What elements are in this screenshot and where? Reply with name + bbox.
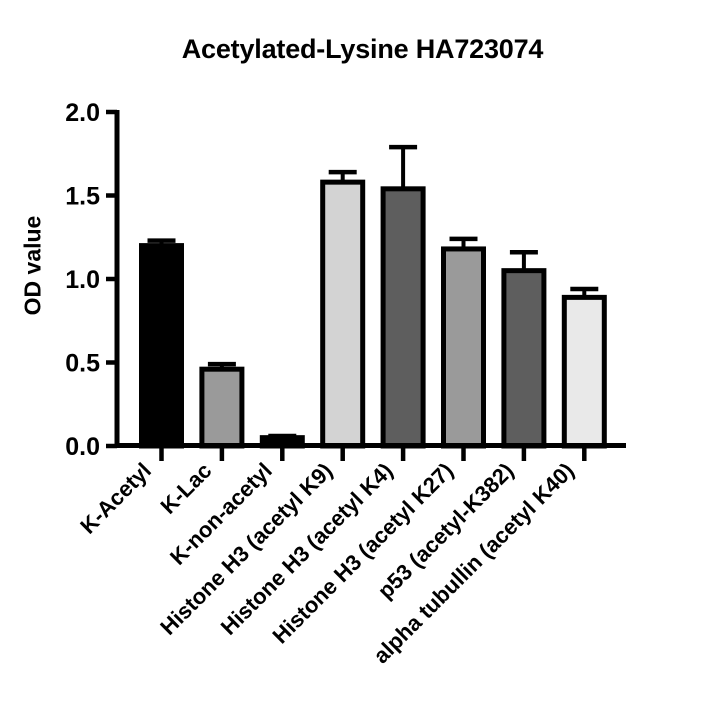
- y-axis-tick-label: 2.0: [65, 99, 100, 127]
- x-axis-tick-group: [159, 448, 587, 461]
- y-axis-tick-group: 0.0 0.5 1.0 1.5 2.0: [65, 99, 117, 461]
- bar: [561, 294, 607, 449]
- y-axis-tick-label: 1.5: [65, 183, 100, 211]
- bar: [380, 186, 426, 449]
- y-axis-tick-label: 1.0: [65, 266, 100, 294]
- bar: [199, 366, 245, 449]
- bar: [320, 179, 366, 449]
- bar: [441, 246, 486, 449]
- y-axis-tick-label: 0.5: [65, 350, 100, 378]
- chart-title: Acetylated-Lysine HA723074: [181, 34, 544, 64]
- bar: [139, 243, 184, 449]
- y-axis-label: OD value: [19, 215, 46, 316]
- error-bars-group: [147, 144, 599, 439]
- x-axis-tick-label: K-Acetyl: [75, 458, 156, 539]
- y-axis-tick-label: 0.0: [65, 433, 100, 461]
- bar: [501, 268, 547, 449]
- bars-group: [139, 179, 607, 449]
